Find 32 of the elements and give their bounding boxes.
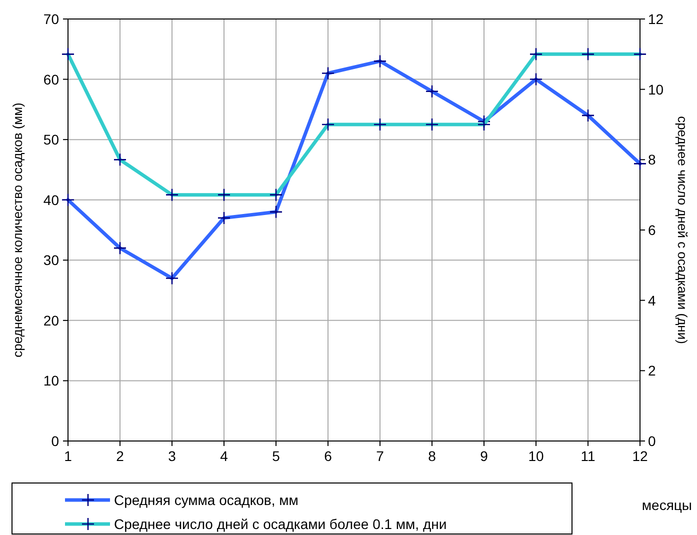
y2-tick-label: 10 (648, 81, 664, 98)
x-tick-label: 7 (376, 448, 384, 464)
y-tick-label: 0 (51, 433, 60, 449)
x-tick-label: 5 (272, 448, 280, 464)
x-tick-label: 9 (480, 448, 488, 464)
x-tick-label: 6 (324, 448, 332, 464)
y-tick-label: 10 (43, 372, 60, 389)
y2-tick-label: 0 (648, 433, 656, 449)
x-tick-label: 3 (168, 448, 176, 464)
y2-axis-title: среднее число дней с осадками (дни) (675, 116, 690, 344)
x-tick-label: 4 (220, 448, 228, 464)
x-tick-label: 1 (64, 448, 72, 464)
x-tick-label: 8 (428, 448, 436, 464)
y-tick-label: 40 (43, 192, 60, 208)
x-tick-label: 12 (632, 448, 648, 464)
legend-label: Средняя сумма осадков, мм (114, 492, 298, 508)
legend-label: Среднее число дней с осадками более 0.1 мм, дни (114, 516, 447, 532)
y2-tick-label: 12 (648, 11, 664, 27)
y2-tick-label: 6 (648, 222, 656, 238)
y2-tick-label: 2 (648, 362, 656, 379)
x-tick-label: 10 (528, 448, 544, 464)
y2-tick-label: 8 (648, 152, 656, 168)
x-tick-label: 11 (580, 448, 596, 464)
x-axis-title: месяцы (642, 497, 692, 513)
x-tick-label: 2 (116, 448, 124, 464)
y-axis-title: среднемесячное количество осадков (мм) (10, 102, 25, 358)
y-tick-label: 60 (43, 71, 60, 88)
y-tick-label: 70 (43, 11, 60, 27)
y2-tick-label: 4 (648, 292, 656, 308)
y-tick-label: 20 (43, 312, 60, 328)
y-tick-label: 30 (43, 252, 60, 268)
y-tick-label: 50 (43, 132, 60, 148)
